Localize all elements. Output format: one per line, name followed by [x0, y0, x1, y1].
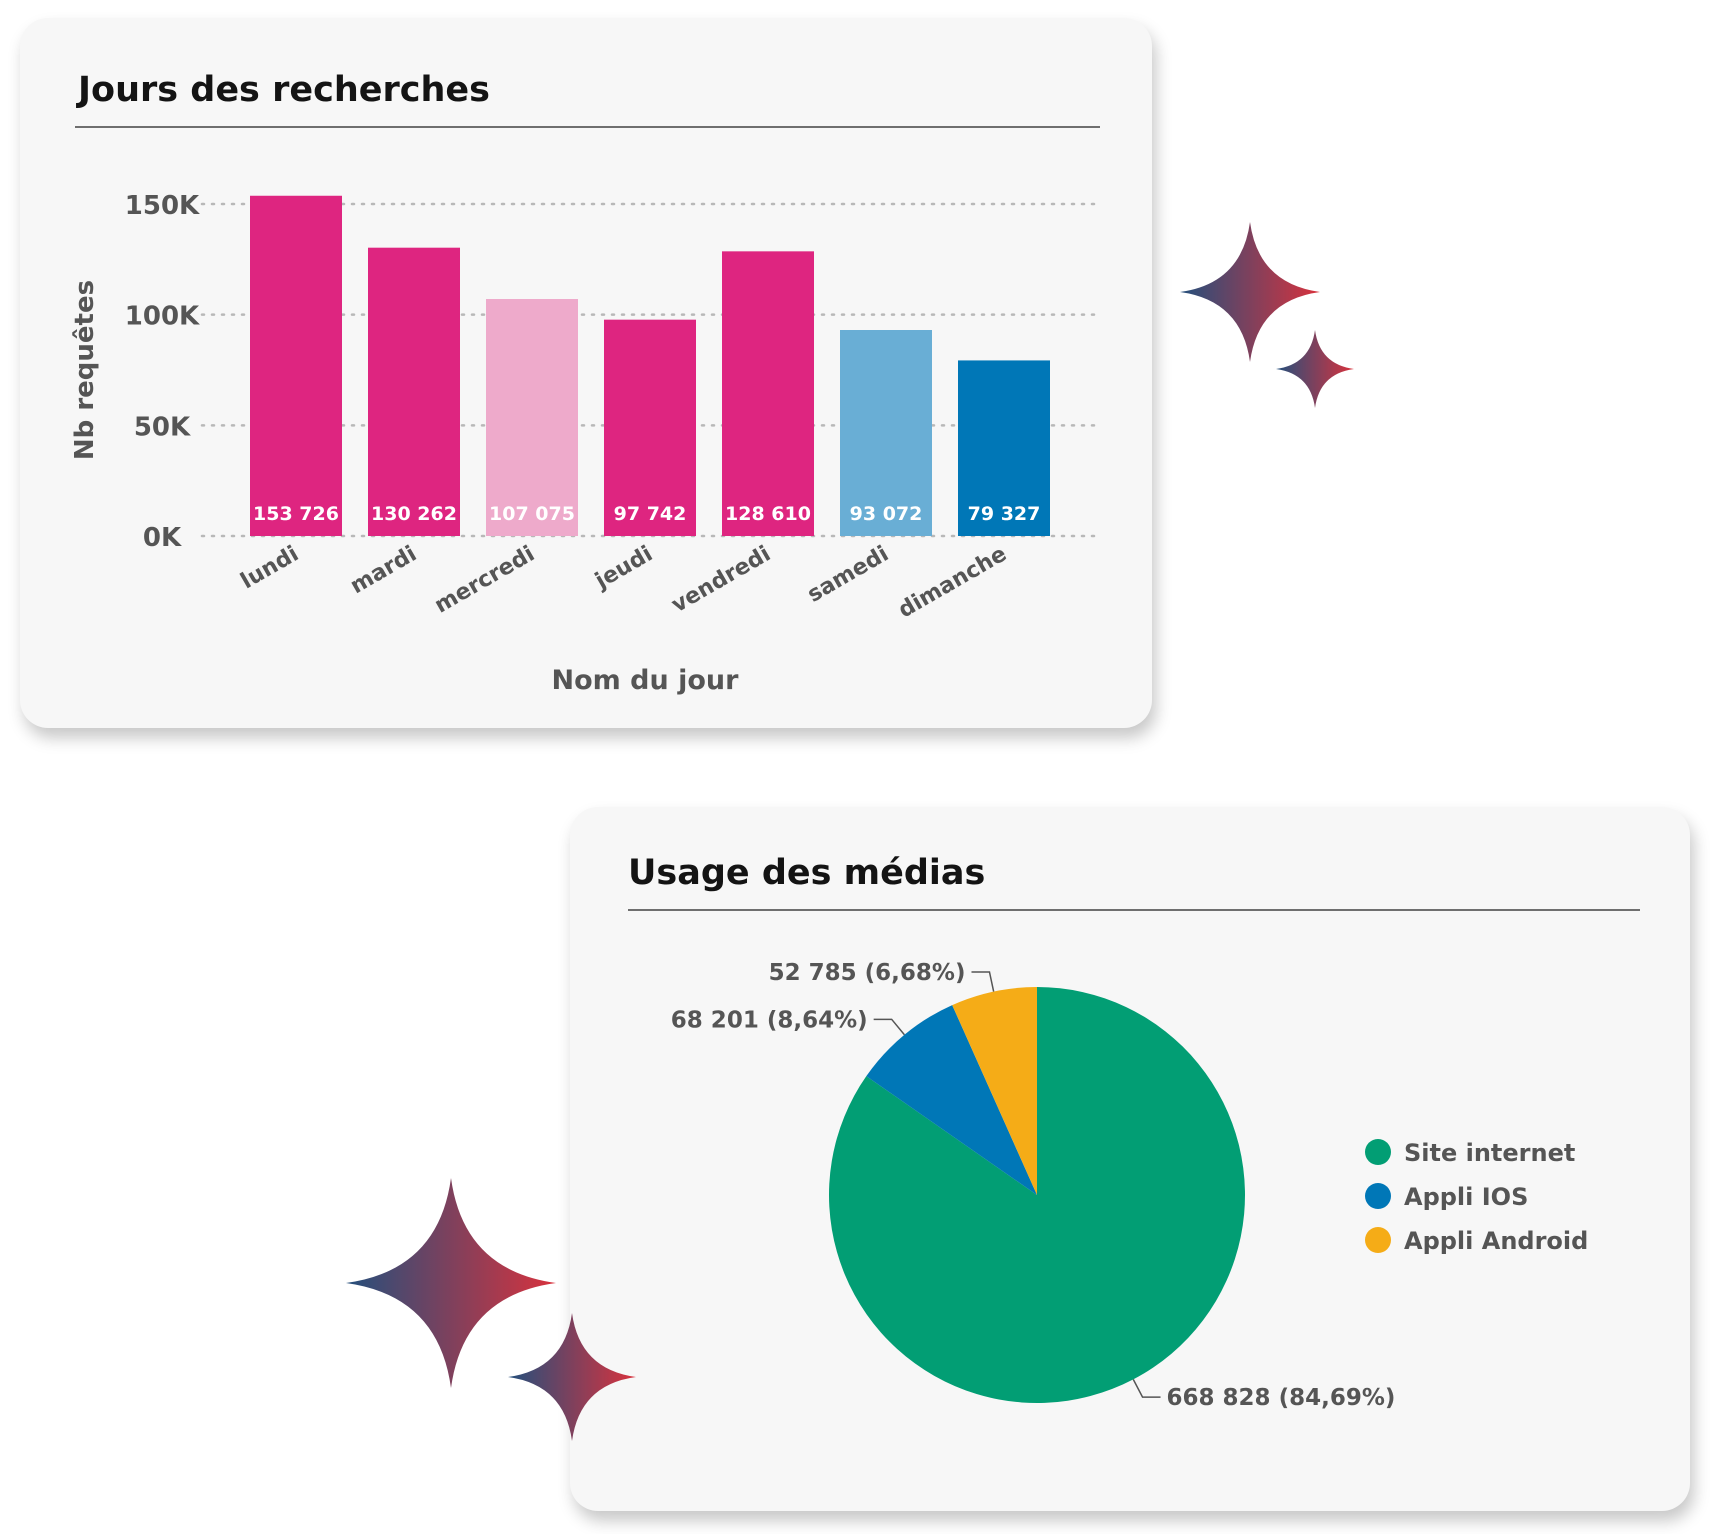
bar-value-label: 107 075 [489, 503, 575, 525]
bar-title-divider [75, 126, 1100, 128]
slice-label: 668 828 (84,69%) [1167, 1385, 1396, 1411]
pie-chart-card: Usage des médias 668 828 (84,69%) 68 201 … [570, 807, 1690, 1511]
legend-label: Site internet [1404, 1139, 1575, 1167]
sparkle-small-icon [1276, 330, 1354, 408]
pie-title-divider [628, 909, 1640, 911]
bar-samedi [840, 330, 932, 536]
x-axis-label: Nom du jour [552, 665, 740, 696]
y-tick-label: 150K [125, 191, 200, 221]
bar-value-label: 153 726 [253, 503, 339, 525]
leader-line [873, 1018, 905, 1036]
x-tick-label: dimanche [894, 542, 1011, 624]
bar-vendredi [722, 251, 814, 536]
x-tick-label: lundi [237, 542, 303, 595]
bar-value-label: 79 327 [968, 503, 1041, 525]
y-axis-label: Nb requêtes [70, 280, 100, 460]
x-tick-label: mercredi [431, 542, 539, 619]
bar-jeudi [604, 319, 696, 536]
bar-dimanche [958, 360, 1050, 536]
bar-mercredi [486, 299, 578, 536]
y-tick-label: 0K [143, 523, 182, 553]
sparkle-medium-icon [508, 1313, 636, 1441]
bar-chart-title: Jours des recherches [78, 70, 490, 110]
bar-value-label: 130 262 [371, 503, 457, 525]
x-tick-label: jeudi [590, 542, 657, 595]
x-tick-label: vendredi [667, 542, 775, 619]
slice-label: 68 201 (8,64%) [671, 1007, 868, 1033]
slice-label: 52 785 (6,68%) [769, 960, 966, 986]
pie-chart-title: Usage des médias [628, 853, 986, 893]
legend-swatch [1365, 1183, 1391, 1209]
bar-value-label: 128 610 [725, 503, 811, 525]
pie-slice-appli-android [952, 987, 1037, 1195]
sparkle-icon [1180, 222, 1320, 362]
bar-mardi [368, 247, 460, 536]
x-tick-label: mardi [346, 542, 421, 600]
leader-line [1132, 1379, 1161, 1398]
x-tick-label: samedi [803, 542, 893, 608]
pie-slice-appli-ios [866, 1005, 1037, 1195]
sparkle-large-icon [346, 1178, 556, 1388]
y-tick-label: 50K [134, 412, 191, 442]
legend-label: Appli Android [1404, 1227, 1588, 1255]
pie-chart: 668 828 (84,69%) 68 201 (8,64%) 52 785 (6,… [671, 960, 1589, 1411]
bar-chart-card: Jours des recherches 0K 50K 100K 150K Nb req… [20, 18, 1152, 728]
y-tick-label: 100K [125, 302, 200, 332]
legend-swatch [1365, 1139, 1391, 1165]
bar-chart: 0K 50K 100K 150K Nb requêtes 153 726 lundi 130 … [70, 191, 1100, 696]
legend-label: Appli IOS [1404, 1183, 1528, 1211]
bar-lundi [250, 195, 342, 536]
bar-value-label: 97 742 [614, 503, 687, 525]
legend-swatch [1365, 1227, 1391, 1253]
bar-value-label: 93 072 [850, 503, 923, 525]
leader-line [971, 971, 995, 992]
